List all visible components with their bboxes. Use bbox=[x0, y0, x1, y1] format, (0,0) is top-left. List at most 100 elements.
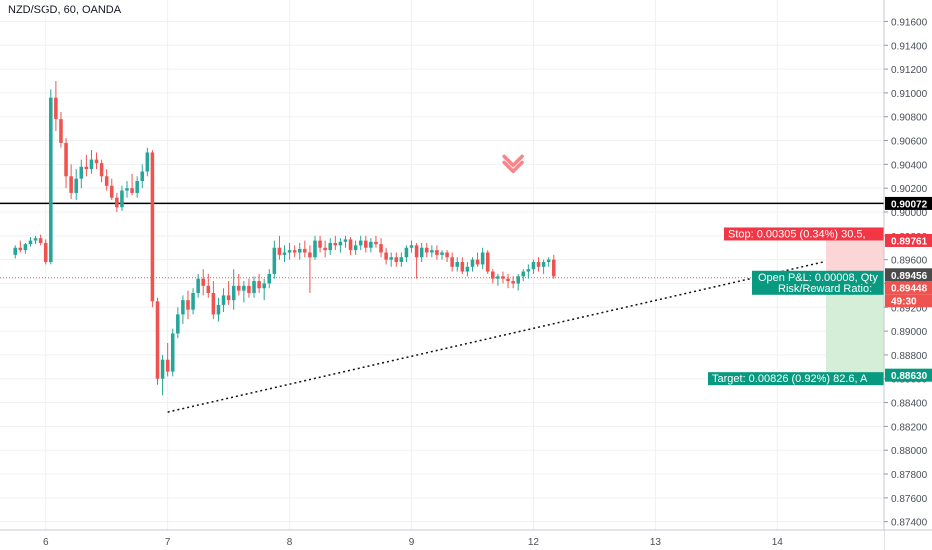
candle bbox=[430, 245, 434, 258]
candle-body bbox=[323, 247, 327, 251]
candle-body bbox=[384, 252, 388, 260]
candle bbox=[384, 247, 388, 265]
candle-body bbox=[485, 252, 490, 272]
candle bbox=[536, 257, 541, 272]
candle-body bbox=[491, 271, 495, 279]
candle-body bbox=[455, 262, 460, 267]
candle bbox=[531, 259, 536, 274]
stop-zone bbox=[826, 240, 884, 277]
stop-label-bg bbox=[724, 227, 884, 241]
candle bbox=[69, 164, 73, 199]
candle-body bbox=[84, 166, 89, 170]
candle bbox=[282, 245, 287, 263]
candle bbox=[521, 269, 526, 282]
candle bbox=[374, 235, 378, 248]
candle bbox=[120, 185, 124, 211]
candle bbox=[89, 150, 94, 174]
candle-body bbox=[506, 278, 510, 282]
candle-body bbox=[191, 292, 195, 310]
stop-price-badge-text: 0.89761 bbox=[891, 236, 928, 247]
candle-body bbox=[364, 240, 368, 248]
candle-body bbox=[318, 240, 322, 248]
price-tick-label: 0.91400 bbox=[891, 41, 928, 52]
candle bbox=[267, 269, 272, 289]
candle bbox=[104, 169, 109, 191]
candle bbox=[465, 262, 470, 277]
candle-body bbox=[541, 262, 546, 267]
candle-body bbox=[501, 276, 505, 279]
candle bbox=[247, 278, 251, 298]
candle-body bbox=[43, 242, 48, 263]
candle bbox=[99, 159, 104, 183]
candle-body bbox=[526, 269, 531, 272]
candle bbox=[13, 245, 18, 259]
candle-body bbox=[94, 159, 99, 164]
candle bbox=[389, 252, 393, 267]
candle bbox=[150, 150, 155, 308]
candle-body bbox=[450, 257, 454, 267]
candle bbox=[501, 271, 505, 284]
candle-body bbox=[445, 252, 449, 258]
candle bbox=[109, 178, 114, 201]
candle-body bbox=[231, 285, 236, 301]
candle bbox=[409, 240, 414, 253]
candle bbox=[23, 242, 28, 254]
candle bbox=[191, 288, 195, 315]
candle bbox=[343, 235, 348, 248]
candle bbox=[369, 238, 373, 253]
candle-body bbox=[394, 257, 399, 263]
candle bbox=[140, 164, 145, 189]
candle bbox=[348, 237, 353, 255]
candle-body bbox=[59, 119, 63, 143]
candle bbox=[196, 273, 200, 298]
candle-body bbox=[521, 271, 526, 277]
candle bbox=[43, 239, 48, 265]
candle-body bbox=[470, 259, 475, 267]
trendline bbox=[167, 261, 824, 413]
candle bbox=[394, 252, 399, 267]
candle bbox=[323, 240, 327, 258]
candle bbox=[33, 235, 38, 245]
candle-body bbox=[531, 262, 536, 270]
candle-body bbox=[74, 178, 78, 193]
candle bbox=[541, 259, 546, 274]
candle bbox=[496, 273, 500, 286]
candle-body bbox=[130, 188, 134, 193]
candle-body bbox=[181, 300, 185, 315]
candle-body bbox=[414, 245, 419, 258]
candle bbox=[49, 89, 53, 265]
candle bbox=[292, 245, 297, 258]
candle-body bbox=[353, 245, 358, 251]
candle bbox=[226, 281, 231, 305]
price-tick-label: 0.90200 bbox=[891, 184, 928, 195]
candle-body bbox=[287, 250, 292, 253]
candle bbox=[511, 276, 515, 289]
candle-body bbox=[409, 245, 414, 248]
candle bbox=[424, 242, 429, 258]
candle bbox=[551, 254, 556, 279]
price-tick-label: 0.89200 bbox=[891, 303, 928, 314]
countdown-badge: 49:30 bbox=[885, 294, 932, 308]
candle-body bbox=[389, 257, 393, 260]
candle bbox=[221, 288, 226, 313]
candle bbox=[475, 252, 480, 267]
candle bbox=[74, 169, 78, 201]
candle-body bbox=[247, 285, 251, 293]
candle-body bbox=[18, 247, 23, 251]
candle-body bbox=[430, 250, 434, 253]
candle bbox=[287, 242, 292, 260]
candle bbox=[115, 192, 119, 212]
candle-body bbox=[115, 197, 119, 208]
candle-body bbox=[338, 241, 343, 246]
candle bbox=[237, 273, 241, 296]
candle-body bbox=[99, 163, 104, 177]
candle-body bbox=[13, 247, 18, 255]
candle-body bbox=[536, 262, 541, 267]
candle bbox=[440, 250, 444, 260]
candle bbox=[455, 257, 460, 272]
candle-body bbox=[64, 142, 68, 177]
candle bbox=[328, 238, 333, 255]
candle-body bbox=[186, 300, 190, 310]
candle bbox=[460, 257, 465, 274]
